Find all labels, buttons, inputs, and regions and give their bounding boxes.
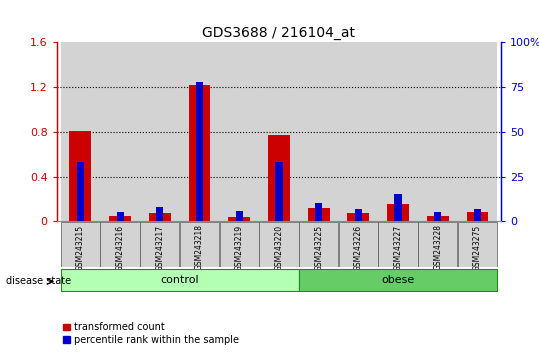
Text: GSM243215: GSM243215 <box>76 224 85 270</box>
FancyBboxPatch shape <box>100 222 140 267</box>
Bar <box>60 42 100 221</box>
Legend: transformed count, percentile rank within the sample: transformed count, percentile rank withi… <box>59 319 243 349</box>
Bar <box>156 207 163 221</box>
FancyBboxPatch shape <box>60 269 299 291</box>
Bar <box>387 205 409 221</box>
Bar <box>196 82 203 221</box>
Bar <box>348 213 369 221</box>
Bar <box>236 211 243 221</box>
Bar <box>268 135 290 221</box>
Bar <box>427 216 448 221</box>
Bar <box>77 162 84 221</box>
Bar <box>70 131 91 221</box>
Text: GSM243226: GSM243226 <box>354 224 363 270</box>
Bar <box>100 42 140 221</box>
Bar <box>418 42 458 221</box>
FancyBboxPatch shape <box>140 222 179 267</box>
Text: GSM243217: GSM243217 <box>155 224 164 270</box>
Title: GDS3688 / 216104_at: GDS3688 / 216104_at <box>203 26 355 40</box>
Bar <box>189 85 210 221</box>
Bar <box>378 42 418 221</box>
Text: GSM243275: GSM243275 <box>473 224 482 271</box>
Bar <box>355 209 362 221</box>
Text: GSM243227: GSM243227 <box>393 224 403 270</box>
Bar <box>299 42 338 221</box>
Text: control: control <box>161 275 199 285</box>
Bar <box>467 212 488 221</box>
FancyBboxPatch shape <box>259 222 299 267</box>
Bar <box>395 194 402 221</box>
Bar <box>149 213 171 221</box>
Bar <box>116 212 123 221</box>
Bar <box>338 42 378 221</box>
FancyBboxPatch shape <box>219 222 259 267</box>
FancyBboxPatch shape <box>458 222 497 267</box>
Text: disease state: disease state <box>6 276 72 286</box>
FancyBboxPatch shape <box>61 222 100 267</box>
Bar <box>259 42 299 221</box>
Bar <box>315 203 322 221</box>
Bar <box>275 162 282 221</box>
FancyBboxPatch shape <box>338 222 378 267</box>
Text: GSM243228: GSM243228 <box>433 224 442 270</box>
Bar <box>179 42 219 221</box>
Bar <box>140 42 179 221</box>
Bar <box>219 42 259 221</box>
Bar <box>229 217 250 221</box>
Bar <box>474 209 481 221</box>
Bar <box>109 216 131 221</box>
FancyBboxPatch shape <box>418 222 458 267</box>
Bar <box>458 42 497 221</box>
Bar <box>434 212 441 221</box>
Text: GSM243219: GSM243219 <box>234 224 244 270</box>
Text: GSM243225: GSM243225 <box>314 224 323 270</box>
FancyBboxPatch shape <box>299 269 497 291</box>
Bar <box>308 208 329 221</box>
FancyBboxPatch shape <box>299 222 338 267</box>
Text: obese: obese <box>382 275 414 285</box>
Text: GSM243218: GSM243218 <box>195 224 204 270</box>
Text: GSM243216: GSM243216 <box>116 224 125 270</box>
FancyBboxPatch shape <box>378 222 418 267</box>
Text: GSM243220: GSM243220 <box>274 224 284 270</box>
FancyBboxPatch shape <box>180 222 219 267</box>
